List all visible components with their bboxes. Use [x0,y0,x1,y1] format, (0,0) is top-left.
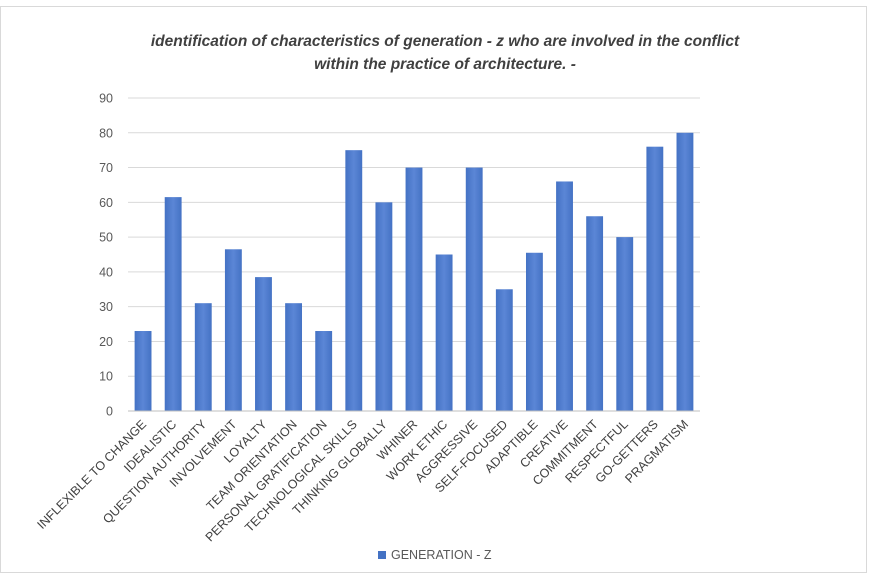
bar [164,197,182,411]
y-tick-label: 40 [99,265,113,279]
bar [646,146,664,411]
y-tick-label: 50 [99,231,113,245]
bar [676,132,694,411]
bar [285,303,303,411]
y-tick-label: 10 [99,370,113,384]
bar [435,254,453,411]
legend-label: GENERATION - Z [391,548,492,562]
bar [525,252,543,411]
bar [405,167,423,411]
bar [375,202,393,411]
y-tick-label: 20 [99,335,113,349]
y-tick-label: 30 [99,300,113,314]
bar [495,289,513,411]
bar [315,331,333,411]
bar [194,303,212,411]
bar [345,150,363,411]
bar [556,181,573,411]
legend-swatch [378,551,386,559]
bars [134,132,694,411]
y-tick-label: 60 [99,196,113,210]
bar [255,277,272,411]
bar [586,216,604,411]
y-tick-label: 90 [99,92,113,106]
y-axis-tick-labels: 0 10 20 30 40 50 60 70 80 90 [99,92,113,419]
x-category-label: INFLEXIBLE TO CHANGE [34,417,149,532]
chart-title-line-1: identification of characteristics of gen… [150,33,740,50]
chart-title-line-2: within the practice of architecture. - [314,56,576,73]
bar [224,249,242,411]
y-tick-label: 70 [99,161,113,175]
legend: GENERATION - Z [378,548,491,562]
y-tick-label: 0 [106,405,113,419]
chart-area [0,6,867,573]
bar [465,167,483,411]
y-tick-label: 80 [99,126,113,140]
bar [616,237,634,411]
bar [134,331,152,411]
chart-title: identification of characteristics of gen… [60,30,830,76]
